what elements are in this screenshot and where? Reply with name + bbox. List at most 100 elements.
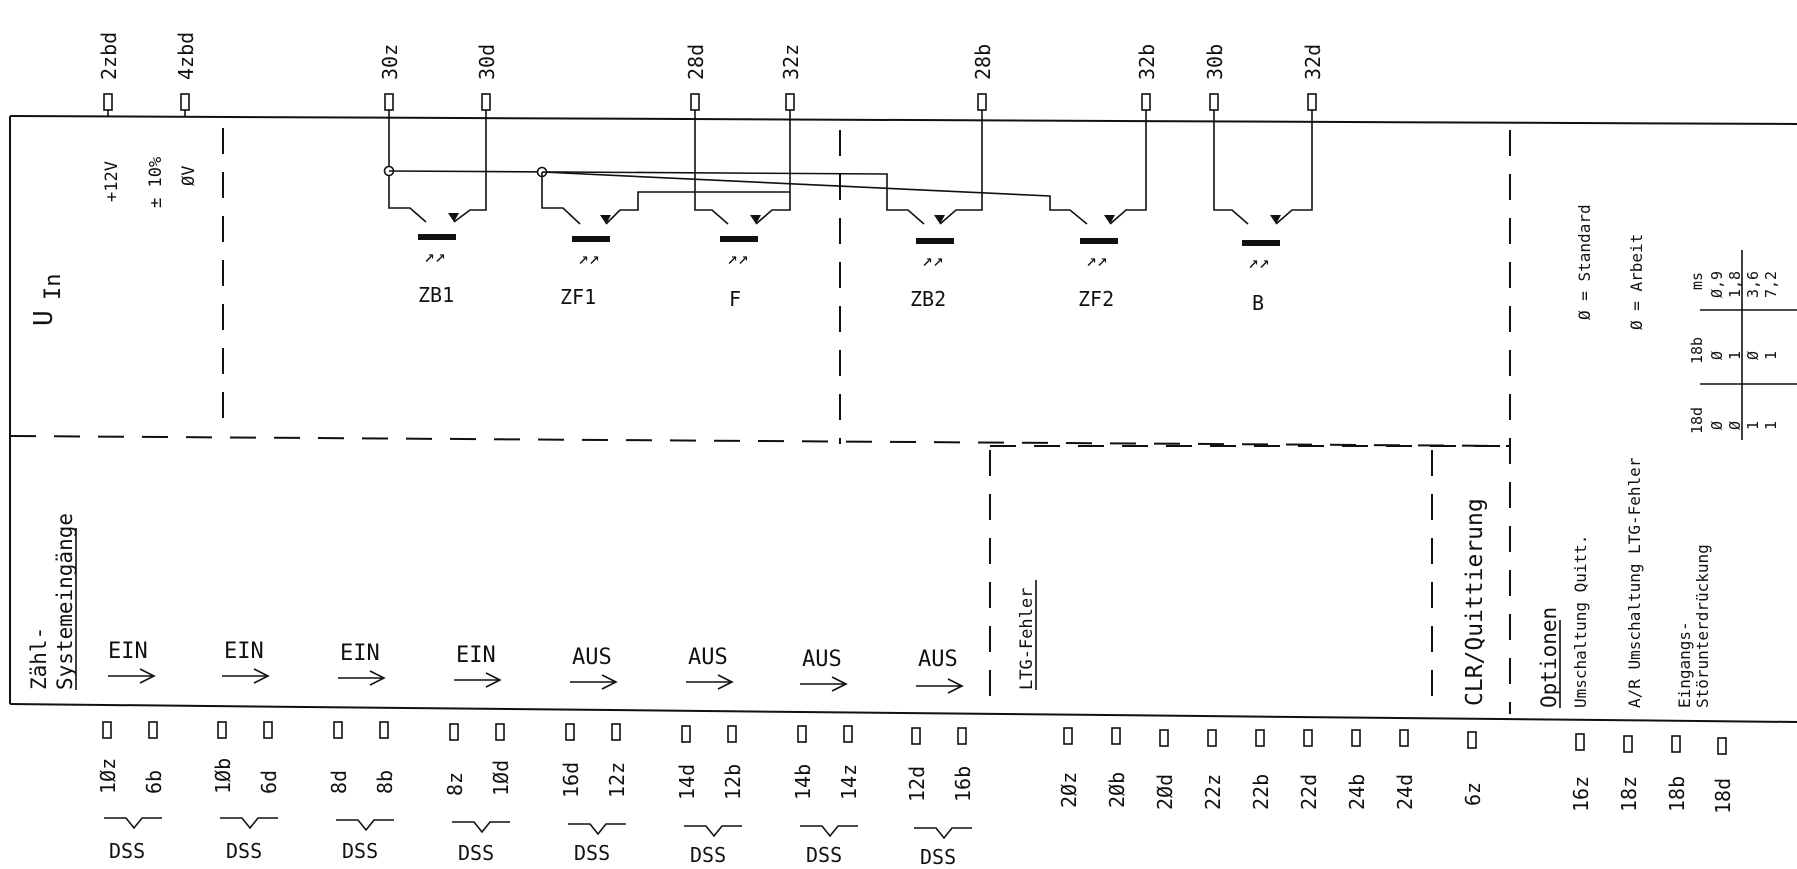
- emitter-arrow-icon: [750, 215, 761, 224]
- pin-box[interactable]: [102, 721, 112, 739]
- pin-label: 2Øz: [1057, 772, 1081, 808]
- pin-box[interactable]: [611, 723, 621, 741]
- table-cell: 1: [1726, 351, 1744, 360]
- ltg-pin-1[interactable]: 2Øb: [1105, 727, 1129, 808]
- ltg-pin-5[interactable]: 22d: [1297, 729, 1321, 810]
- pin-box[interactable]: [727, 725, 737, 743]
- phototransistor-base: [572, 236, 610, 242]
- pin-box[interactable]: [263, 721, 273, 739]
- pin-label: 14b: [791, 764, 815, 800]
- pin-30b[interactable]: 30b: [1203, 44, 1227, 121]
- pin-label: 2zbd: [97, 32, 121, 80]
- pin-label: 18d: [1711, 778, 1735, 814]
- table-header: 18d: [1688, 407, 1706, 434]
- pin-4zbd[interactable]: 4zbd: [174, 32, 198, 117]
- group-brace: [104, 817, 162, 830]
- table-cell: Ø,9: [1708, 271, 1726, 298]
- pin-label: 32b: [1135, 44, 1159, 80]
- pin-box[interactable]: [843, 725, 853, 743]
- sensor-f: ↗↗ F: [720, 215, 761, 311]
- pin-label: 12b: [721, 764, 745, 800]
- channel-direction: AUS: [802, 647, 842, 672]
- arrow-right-icon: [947, 678, 964, 694]
- sensor-label: F: [729, 287, 741, 311]
- sensor-label: ZB2: [910, 287, 946, 311]
- channel-direction: AUS: [572, 645, 612, 670]
- pin-label: 6d: [257, 770, 281, 794]
- pin-32d[interactable]: 32d: [1301, 44, 1325, 122]
- title-line2: Systemeingänge: [53, 513, 77, 690]
- sensor-label: ZF2: [1078, 287, 1114, 311]
- pin-2zbd[interactable]: 2zbd: [97, 32, 121, 117]
- table-cell: 1: [1762, 421, 1780, 430]
- option-arbeit-note: Ø = Arbeit: [1627, 234, 1646, 330]
- pin-box[interactable]: [495, 723, 505, 741]
- pin-30z[interactable]: 30z: [378, 44, 402, 118]
- pin-box[interactable]: [911, 727, 921, 745]
- pin-box[interactable]: [148, 721, 158, 739]
- pin-box[interactable]: [681, 725, 691, 743]
- emitter-arrow-icon: [1104, 215, 1115, 224]
- option-pin-18z[interactable]: 18z: [1617, 735, 1641, 812]
- pin-32b[interactable]: 32b: [1135, 44, 1159, 121]
- pin-box[interactable]: [565, 723, 575, 741]
- sensor-b: ↗↗ B: [1242, 215, 1281, 315]
- arrow-right-icon: [717, 674, 734, 690]
- ltg-pin-7[interactable]: 24d: [1393, 729, 1417, 810]
- pin-label: 6b: [142, 770, 166, 794]
- sensor-wiring: [383, 118, 1313, 225]
- group-label: DSS: [806, 843, 842, 867]
- ltg-pin-3[interactable]: 22z: [1201, 729, 1225, 810]
- phototransistor-base: [418, 234, 456, 240]
- pin-box[interactable]: [957, 727, 967, 745]
- pin-box[interactable]: [797, 725, 807, 743]
- pin-label: 32d: [1301, 44, 1325, 80]
- sensor-label: ZB1: [418, 283, 454, 307]
- option-quitt: Umschaltung Quitt.: [1571, 535, 1590, 708]
- pin-28b[interactable]: 28b: [971, 44, 995, 120]
- pin-box[interactable]: [449, 723, 459, 741]
- pin-label: 24d: [1393, 774, 1417, 810]
- pin-32z[interactable]: 32z: [779, 44, 803, 119]
- sensor-zb2: ↗↗ ZB2: [910, 215, 954, 311]
- pin-label: 32z: [779, 44, 803, 80]
- group-brace: [800, 825, 858, 838]
- table-cell: 7,2: [1762, 271, 1780, 298]
- pin-label: 14z: [837, 764, 861, 800]
- light-arrows-icon: ↗↗: [578, 248, 600, 269]
- table-cell: Ø: [1708, 351, 1726, 360]
- pin-label: 22d: [1297, 774, 1321, 810]
- pin-label: 6z: [1461, 782, 1485, 806]
- pin-label: 12d: [905, 766, 929, 802]
- ltg-pin-6[interactable]: 24b: [1345, 729, 1369, 810]
- pin-box[interactable]: [333, 721, 343, 739]
- ltg-pin-0[interactable]: 2Øz: [1057, 727, 1081, 808]
- option-pin-16z[interactable]: 16z: [1569, 733, 1593, 812]
- pin-box[interactable]: [379, 721, 389, 739]
- ltg-pin-4[interactable]: 22b: [1249, 729, 1273, 810]
- option-pin-18d[interactable]: 18d: [1711, 737, 1735, 814]
- table-cell: Ø: [1744, 351, 1762, 360]
- group-label: DSS: [226, 839, 262, 863]
- pin-label: 14d: [675, 764, 699, 800]
- pin-28d[interactable]: 28d: [684, 44, 708, 119]
- table-header: ms: [1688, 272, 1706, 290]
- supply-plus-12v: +12V: [102, 161, 122, 202]
- pin-label: 16z: [1569, 776, 1593, 812]
- arrow-right-icon: [831, 676, 848, 692]
- pin-30d[interactable]: 30d: [475, 44, 499, 118]
- arrow-right-icon: [369, 670, 386, 686]
- arrow-right-icon: [139, 668, 156, 684]
- ltg-fehler-section: LTG-Fehler 2Øz 2Øb 2Ød 22z 22b 22d 24b 2…: [1017, 580, 1417, 810]
- supply-zero-volt: ØV: [179, 166, 199, 186]
- ltg-pin-2[interactable]: 2Ød: [1153, 729, 1177, 810]
- clr-pin[interactable]: 6z: [1461, 731, 1485, 806]
- channel-ein-1: EIN 1Øz 6b DSS: [96, 639, 166, 863]
- arrow-right-icon: [253, 668, 270, 684]
- option-pin-18b[interactable]: 18b: [1665, 735, 1689, 812]
- pin-label: 28d: [684, 44, 708, 80]
- channel-aus-2: AUS 14d 12b DSS: [675, 645, 745, 867]
- pin-label: 30b: [1203, 44, 1227, 80]
- pin-box[interactable]: [217, 721, 227, 739]
